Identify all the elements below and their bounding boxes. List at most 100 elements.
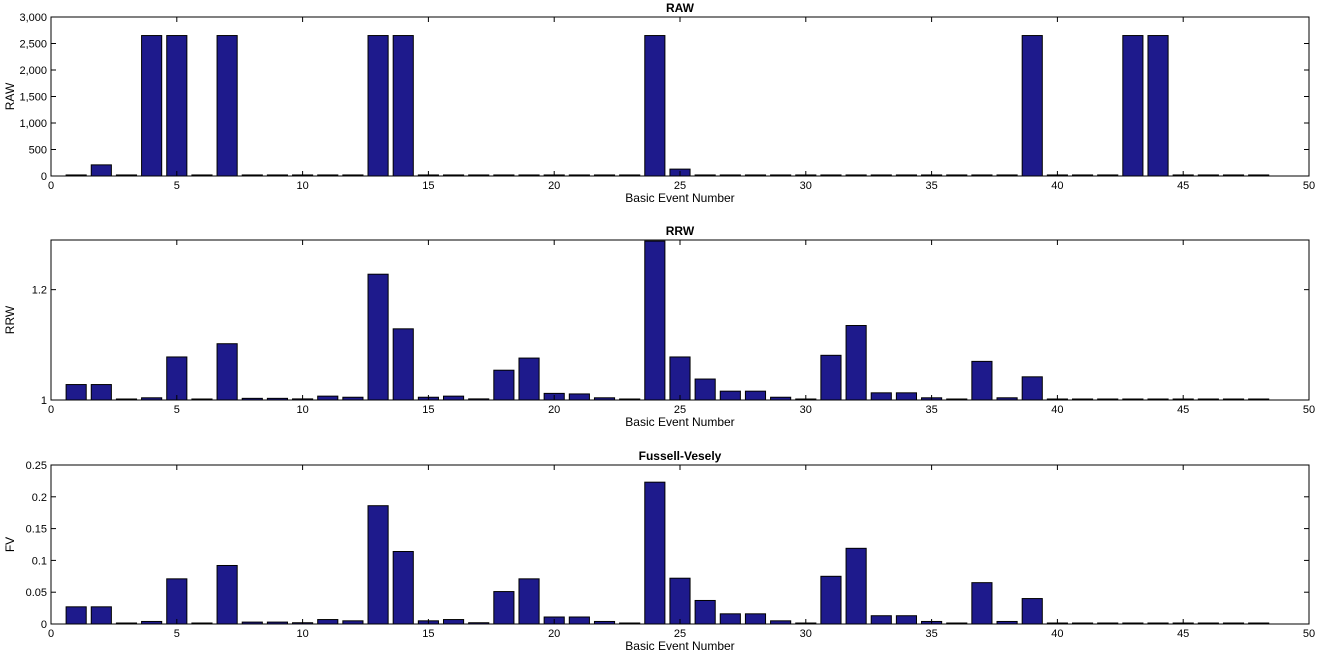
axes-frame — [50, 16, 1310, 177]
x-tick-label: 20 — [548, 628, 560, 640]
bar-44 — [1147, 622, 1169, 625]
bar-16 — [442, 174, 465, 177]
bar-4 — [141, 620, 163, 625]
y-tick-label: 1.2 — [32, 285, 47, 297]
bar-13 — [367, 35, 389, 177]
bar-14 — [392, 550, 414, 625]
bar-38 — [996, 620, 1018, 625]
bar-27 — [719, 613, 741, 625]
bar-2 — [90, 384, 112, 401]
bar-4 — [141, 35, 163, 177]
bar-12 — [342, 174, 364, 177]
bar-28 — [744, 174, 767, 177]
bar-19 — [518, 174, 540, 177]
x-axis-label: Basic Event Number — [625, 639, 734, 653]
bar-1 — [65, 384, 87, 401]
subplot-2: 0 5 10 15 20 25 30 35 40 45 50 1 1.2 RRW Basic Event N… — [3, 224, 1315, 429]
bar-16 — [442, 619, 465, 625]
bar-32 — [845, 547, 867, 625]
bar-22 — [593, 174, 616, 177]
bar-43 — [1122, 622, 1144, 625]
bar-18 — [493, 591, 515, 625]
x-tick-label: 50 — [1303, 628, 1315, 640]
bar-17 — [468, 622, 490, 625]
y-axis-label: RAW — [3, 82, 17, 110]
subplot-1: 0 5 10 15 20 25 30 35 40 45 5005001,0001,5002,0002… — [3, 1, 1315, 205]
bar-34 — [895, 392, 918, 401]
bar-2 — [90, 164, 112, 177]
bar-13 — [367, 505, 389, 625]
bar-3 — [115, 398, 138, 401]
bar-6 — [191, 622, 213, 625]
bar-23 — [619, 398, 641, 401]
x-tick-label: 10 — [296, 628, 308, 640]
y-tick-label: 0.2 — [32, 492, 47, 504]
x-tick-label: 10 — [296, 404, 308, 416]
bar-16 — [442, 395, 465, 401]
bar-11 — [317, 395, 339, 401]
bar-29 — [770, 174, 792, 177]
bar-46 — [1197, 398, 1219, 401]
bar-39 — [1021, 598, 1043, 625]
bar-47 — [1222, 622, 1245, 625]
bar-5 — [166, 356, 188, 401]
x-tick-label: 40 — [1051, 628, 1063, 640]
bar-36 — [946, 398, 968, 401]
bar-42 — [1097, 174, 1119, 177]
x-tick-label: 50 — [1303, 180, 1315, 192]
y-tick-label: 0.1 — [32, 555, 47, 567]
x-tick-label: 0 — [48, 180, 54, 192]
bar-17 — [468, 398, 490, 401]
bar-18 — [493, 174, 515, 177]
x-tick-label: 30 — [800, 404, 812, 416]
bar-8 — [241, 621, 263, 625]
x-tick-label: 30 — [800, 180, 812, 192]
plot-title: RRW — [666, 224, 695, 238]
bar-41 — [1071, 622, 1094, 625]
bar-8 — [241, 174, 263, 177]
bar-33 — [870, 392, 892, 401]
bar-42 — [1097, 622, 1119, 625]
bar-22 — [593, 397, 616, 401]
y-tick-label: 500 — [29, 145, 47, 157]
x-tick-label: 35 — [925, 628, 937, 640]
bar-46 — [1197, 174, 1219, 177]
bar-28 — [744, 390, 767, 401]
x-tick-label: 15 — [422, 404, 434, 416]
y-axis-label: RRW — [3, 305, 17, 334]
bar-11 — [317, 174, 339, 177]
bar-4 — [141, 397, 163, 401]
bar-9 — [266, 174, 289, 177]
x-tick-label: 20 — [548, 180, 560, 192]
bar-26 — [694, 378, 716, 401]
bar-28 — [744, 613, 767, 625]
x-tick-label: 30 — [800, 628, 812, 640]
x-tick-label: 40 — [1051, 180, 1063, 192]
bar-38 — [996, 397, 1018, 401]
bar-14 — [392, 35, 414, 177]
bar-19 — [518, 578, 540, 625]
bar-43 — [1122, 35, 1144, 177]
x-tick-label: 15 — [422, 628, 434, 640]
bar-41 — [1071, 174, 1094, 177]
bar-6 — [191, 398, 213, 401]
bar-24 — [644, 481, 666, 625]
bar-38 — [996, 174, 1018, 177]
bar-1 — [65, 174, 87, 177]
bar-21 — [568, 393, 590, 401]
bar-46 — [1197, 622, 1219, 625]
x-tick-label: 5 — [174, 180, 180, 192]
bar-9 — [266, 397, 289, 401]
bar-7 — [216, 564, 238, 625]
x-tick-label: 0 — [48, 628, 54, 640]
bar-12 — [342, 620, 364, 625]
bar-32 — [845, 174, 867, 177]
x-tick-label: 10 — [296, 180, 308, 192]
bar-21 — [568, 616, 590, 625]
bar-27 — [719, 174, 741, 177]
x-tick-label: 35 — [925, 180, 937, 192]
bar-32 — [845, 325, 867, 401]
subplot-3: 0 5 10 15 20 25 30 35 40 45 50 0 0.05 0.1 0.15 0.2 0.25 F… — [3, 449, 1315, 653]
bar-17 — [468, 174, 490, 177]
bar-3 — [115, 174, 138, 177]
